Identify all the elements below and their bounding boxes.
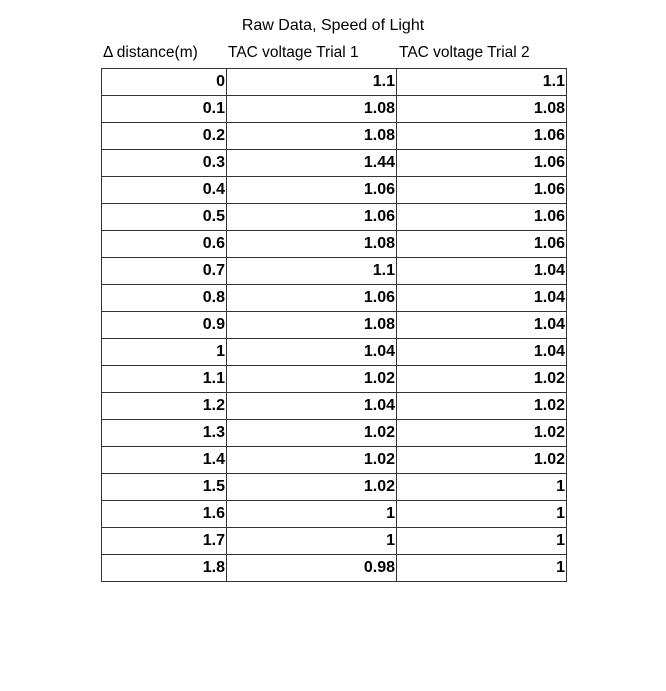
distance-cell[interactable]: 0.5 bbox=[101, 203, 227, 231]
trial-1-cell[interactable]: 1.02 bbox=[226, 419, 397, 447]
table-row: 1.8 0.98 1 bbox=[101, 554, 567, 582]
table-row: 1.3 1.02 1.02 bbox=[101, 419, 567, 447]
distance-cell[interactable]: 1.2 bbox=[101, 392, 227, 420]
distance-cell[interactable]: 0.3 bbox=[101, 149, 227, 177]
distance-cell[interactable]: 1.8 bbox=[101, 554, 227, 582]
trial-1-cell[interactable]: 1.02 bbox=[226, 473, 397, 501]
trial-2-cell[interactable]: 1.06 bbox=[396, 149, 567, 177]
distance-cell[interactable]: 1.3 bbox=[101, 419, 227, 447]
trial-1-cell[interactable]: 1.06 bbox=[226, 203, 397, 231]
trial-2-cell[interactable]: 1.08 bbox=[396, 95, 567, 123]
distance-cell[interactable]: 0.8 bbox=[101, 284, 227, 312]
trial-1-cell[interactable]: 1.02 bbox=[226, 446, 397, 474]
distance-cell[interactable]: 0.2 bbox=[101, 122, 227, 150]
distance-cell[interactable]: 1.1 bbox=[101, 365, 227, 393]
distance-cell[interactable]: 0.7 bbox=[101, 257, 227, 285]
table-row: 1 1.04 1.04 bbox=[101, 338, 567, 366]
table-row: 0.8 1.06 1.04 bbox=[101, 284, 567, 312]
distance-cell[interactable]: 0.1 bbox=[101, 95, 227, 123]
distance-cell[interactable]: 0 bbox=[101, 68, 227, 96]
header-row: Δ distance(m) TAC voltage Trial 1 TAC vo… bbox=[101, 42, 567, 66]
trial-1-cell[interactable]: 1.02 bbox=[226, 365, 397, 393]
trial-1-cell[interactable]: 1.04 bbox=[226, 392, 397, 420]
trial-2-cell[interactable]: 1.02 bbox=[396, 419, 567, 447]
trial-2-cell[interactable]: 1 bbox=[396, 500, 567, 528]
header-trial-2: TAC voltage Trial 2 bbox=[399, 44, 530, 61]
distance-cell[interactable]: 1.6 bbox=[101, 500, 227, 528]
trial-1-cell[interactable]: 1.08 bbox=[226, 311, 397, 339]
table-row: 0.7 1.1 1.04 bbox=[101, 257, 567, 285]
trial-2-cell[interactable]: 1.06 bbox=[396, 176, 567, 204]
distance-cell[interactable]: 0.4 bbox=[101, 176, 227, 204]
trial-2-cell[interactable]: 1.06 bbox=[396, 122, 567, 150]
trial-1-cell[interactable]: 1.06 bbox=[226, 284, 397, 312]
trial-2-cell[interactable]: 1.1 bbox=[396, 68, 567, 96]
trial-2-cell[interactable]: 1 bbox=[396, 473, 567, 501]
table-row: 1.2 1.04 1.02 bbox=[101, 392, 567, 420]
trial-2-cell[interactable]: 1.06 bbox=[396, 230, 567, 258]
trial-2-cell[interactable]: 1.06 bbox=[396, 203, 567, 231]
table-row: 0.6 1.08 1.06 bbox=[101, 230, 567, 258]
trial-1-cell[interactable]: 1.08 bbox=[226, 230, 397, 258]
table-row: 0.4 1.06 1.06 bbox=[101, 176, 567, 204]
trial-2-cell[interactable]: 1 bbox=[396, 554, 567, 582]
trial-2-cell[interactable]: 1.04 bbox=[396, 284, 567, 312]
distance-cell[interactable]: 1.7 bbox=[101, 527, 227, 555]
trial-1-cell[interactable]: 1.08 bbox=[226, 122, 397, 150]
trial-1-cell[interactable]: 1.04 bbox=[226, 338, 397, 366]
header-trial-1: TAC voltage Trial 1 bbox=[228, 44, 359, 61]
table-row: 0.1 1.08 1.08 bbox=[101, 95, 567, 123]
table-row: 1.1 1.02 1.02 bbox=[101, 365, 567, 393]
table-row: 1.4 1.02 1.02 bbox=[101, 446, 567, 474]
table-row: 0.2 1.08 1.06 bbox=[101, 122, 567, 150]
table-row: 0 1.1 1.1 bbox=[101, 68, 567, 96]
trial-1-cell[interactable]: 1 bbox=[226, 500, 397, 528]
distance-cell[interactable]: 1.5 bbox=[101, 473, 227, 501]
distance-cell[interactable]: 1.4 bbox=[101, 446, 227, 474]
trial-2-cell[interactable]: 1.04 bbox=[396, 257, 567, 285]
trial-1-cell[interactable]: 1.1 bbox=[226, 257, 397, 285]
trial-2-cell[interactable]: 1.04 bbox=[396, 311, 567, 339]
trial-1-cell[interactable]: 0.98 bbox=[226, 554, 397, 582]
trial-1-cell[interactable]: 1 bbox=[226, 527, 397, 555]
table-row: 0.3 1.44 1.06 bbox=[101, 149, 567, 177]
table-row: 1.5 1.02 1 bbox=[101, 473, 567, 501]
distance-cell[interactable]: 1 bbox=[101, 338, 227, 366]
distance-cell[interactable]: 0.6 bbox=[101, 230, 227, 258]
trial-2-cell[interactable]: 1.04 bbox=[396, 338, 567, 366]
trial-1-cell[interactable]: 1.44 bbox=[226, 149, 397, 177]
table-row: 0.5 1.06 1.06 bbox=[101, 203, 567, 231]
table-row: 1.7 1 1 bbox=[101, 527, 567, 555]
table-row: 0.9 1.08 1.04 bbox=[101, 311, 567, 339]
trial-2-cell[interactable]: 1.02 bbox=[396, 446, 567, 474]
trial-2-cell[interactable]: 1.02 bbox=[396, 392, 567, 420]
trial-1-cell[interactable]: 1.1 bbox=[226, 68, 397, 96]
data-table: 0 1.1 1.1 0.1 1.08 1.08 0.2 1.08 1.06 0.3 1.44 1.06… bbox=[101, 68, 567, 582]
distance-cell[interactable]: 0.9 bbox=[101, 311, 227, 339]
trial-1-cell[interactable]: 1.08 bbox=[226, 95, 397, 123]
table-row: 1.6 1 1 bbox=[101, 500, 567, 528]
table-title: Raw Data, Speed of Light bbox=[241, 17, 425, 34]
trial-1-cell[interactable]: 1.06 bbox=[226, 176, 397, 204]
trial-2-cell[interactable]: 1 bbox=[396, 527, 567, 555]
trial-2-cell[interactable]: 1.02 bbox=[396, 365, 567, 393]
header-distance: Δ distance(m) bbox=[103, 44, 198, 61]
